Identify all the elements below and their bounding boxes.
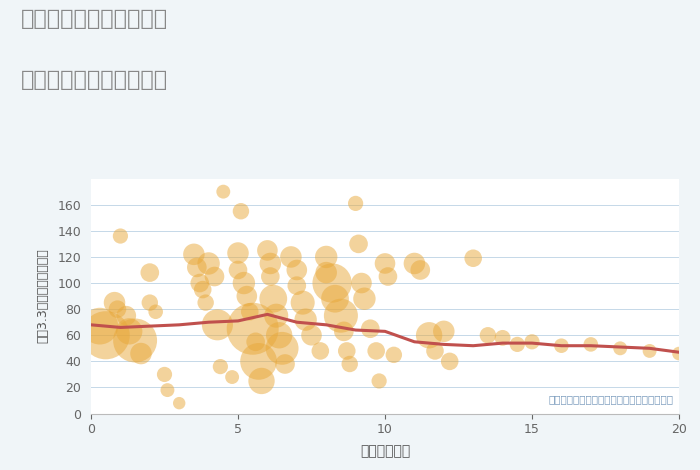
Point <box>191 264 202 271</box>
Text: 駅距離別中古戸建て価格: 駅距離別中古戸建て価格 <box>21 70 168 91</box>
Point <box>174 400 185 407</box>
Point <box>276 345 288 352</box>
Point <box>218 188 229 196</box>
Point <box>526 338 538 345</box>
Point <box>330 295 341 303</box>
Point <box>338 328 349 335</box>
Point <box>188 251 199 258</box>
Point <box>335 312 346 320</box>
Point <box>306 331 317 339</box>
Point <box>291 266 302 274</box>
Y-axis label: 坪（3.3㎡）単価（万円）: 坪（3.3㎡）単価（万円） <box>36 249 49 344</box>
Text: 大阪府堺市西区鳳中町の: 大阪府堺市西区鳳中町の <box>21 9 168 30</box>
Point <box>297 299 308 306</box>
Point <box>370 347 382 355</box>
Point <box>130 337 141 344</box>
Point <box>200 299 211 306</box>
Point <box>232 266 244 274</box>
Point <box>109 299 120 306</box>
Point <box>274 331 285 339</box>
Point <box>344 360 356 368</box>
Point <box>673 350 685 357</box>
Point <box>265 273 276 280</box>
Point <box>115 232 126 240</box>
Point <box>197 286 209 293</box>
Point <box>262 247 273 254</box>
Point <box>144 299 155 306</box>
Point <box>644 347 655 355</box>
Point <box>615 345 626 352</box>
Point <box>359 295 370 303</box>
Point <box>585 341 596 348</box>
Point <box>556 342 567 350</box>
Point <box>209 273 220 280</box>
Point <box>215 363 226 370</box>
Point <box>438 328 449 335</box>
Point <box>279 360 290 368</box>
Point <box>315 347 326 355</box>
Point <box>389 351 400 359</box>
Point <box>497 334 508 342</box>
Point <box>326 279 337 287</box>
Point <box>429 347 440 355</box>
Point <box>267 295 279 303</box>
Point <box>250 338 261 345</box>
Point <box>144 269 155 276</box>
Point <box>356 279 367 287</box>
X-axis label: 駅距離（分）: 駅距離（分） <box>360 445 410 459</box>
Point <box>159 371 170 378</box>
Point <box>409 260 420 267</box>
Point <box>341 347 352 355</box>
Point <box>247 325 258 332</box>
Point <box>241 292 253 300</box>
Point <box>353 240 364 248</box>
Point <box>468 254 479 262</box>
Point <box>244 308 256 315</box>
Point <box>271 312 282 320</box>
Point <box>100 331 111 339</box>
Point <box>112 306 123 313</box>
Point <box>235 207 246 215</box>
Point <box>512 341 523 348</box>
Point <box>227 373 238 381</box>
Point <box>194 279 205 287</box>
Point <box>374 377 385 385</box>
Text: 円の大きさは、取引のあった物件面積を示す: 円の大きさは、取引のあった物件面積を示す <box>548 394 673 404</box>
Point <box>94 322 106 330</box>
Point <box>482 331 493 339</box>
Point <box>256 377 267 385</box>
Point <box>203 260 214 267</box>
Point <box>291 282 302 290</box>
Point <box>444 358 455 365</box>
Point <box>286 253 297 261</box>
Point <box>124 328 135 335</box>
Point <box>382 273 393 280</box>
Point <box>300 316 312 323</box>
Point <box>135 350 146 357</box>
Point <box>265 260 276 267</box>
Point <box>212 321 223 329</box>
Point <box>238 279 249 287</box>
Point <box>253 358 264 365</box>
Point <box>424 331 435 339</box>
Point <box>414 266 426 274</box>
Point <box>321 269 332 276</box>
Point <box>365 325 376 332</box>
Point <box>150 308 161 315</box>
Point <box>120 312 132 320</box>
Point <box>379 260 391 267</box>
Point <box>232 249 244 257</box>
Point <box>350 200 361 207</box>
Point <box>321 253 332 261</box>
Point <box>162 386 173 394</box>
